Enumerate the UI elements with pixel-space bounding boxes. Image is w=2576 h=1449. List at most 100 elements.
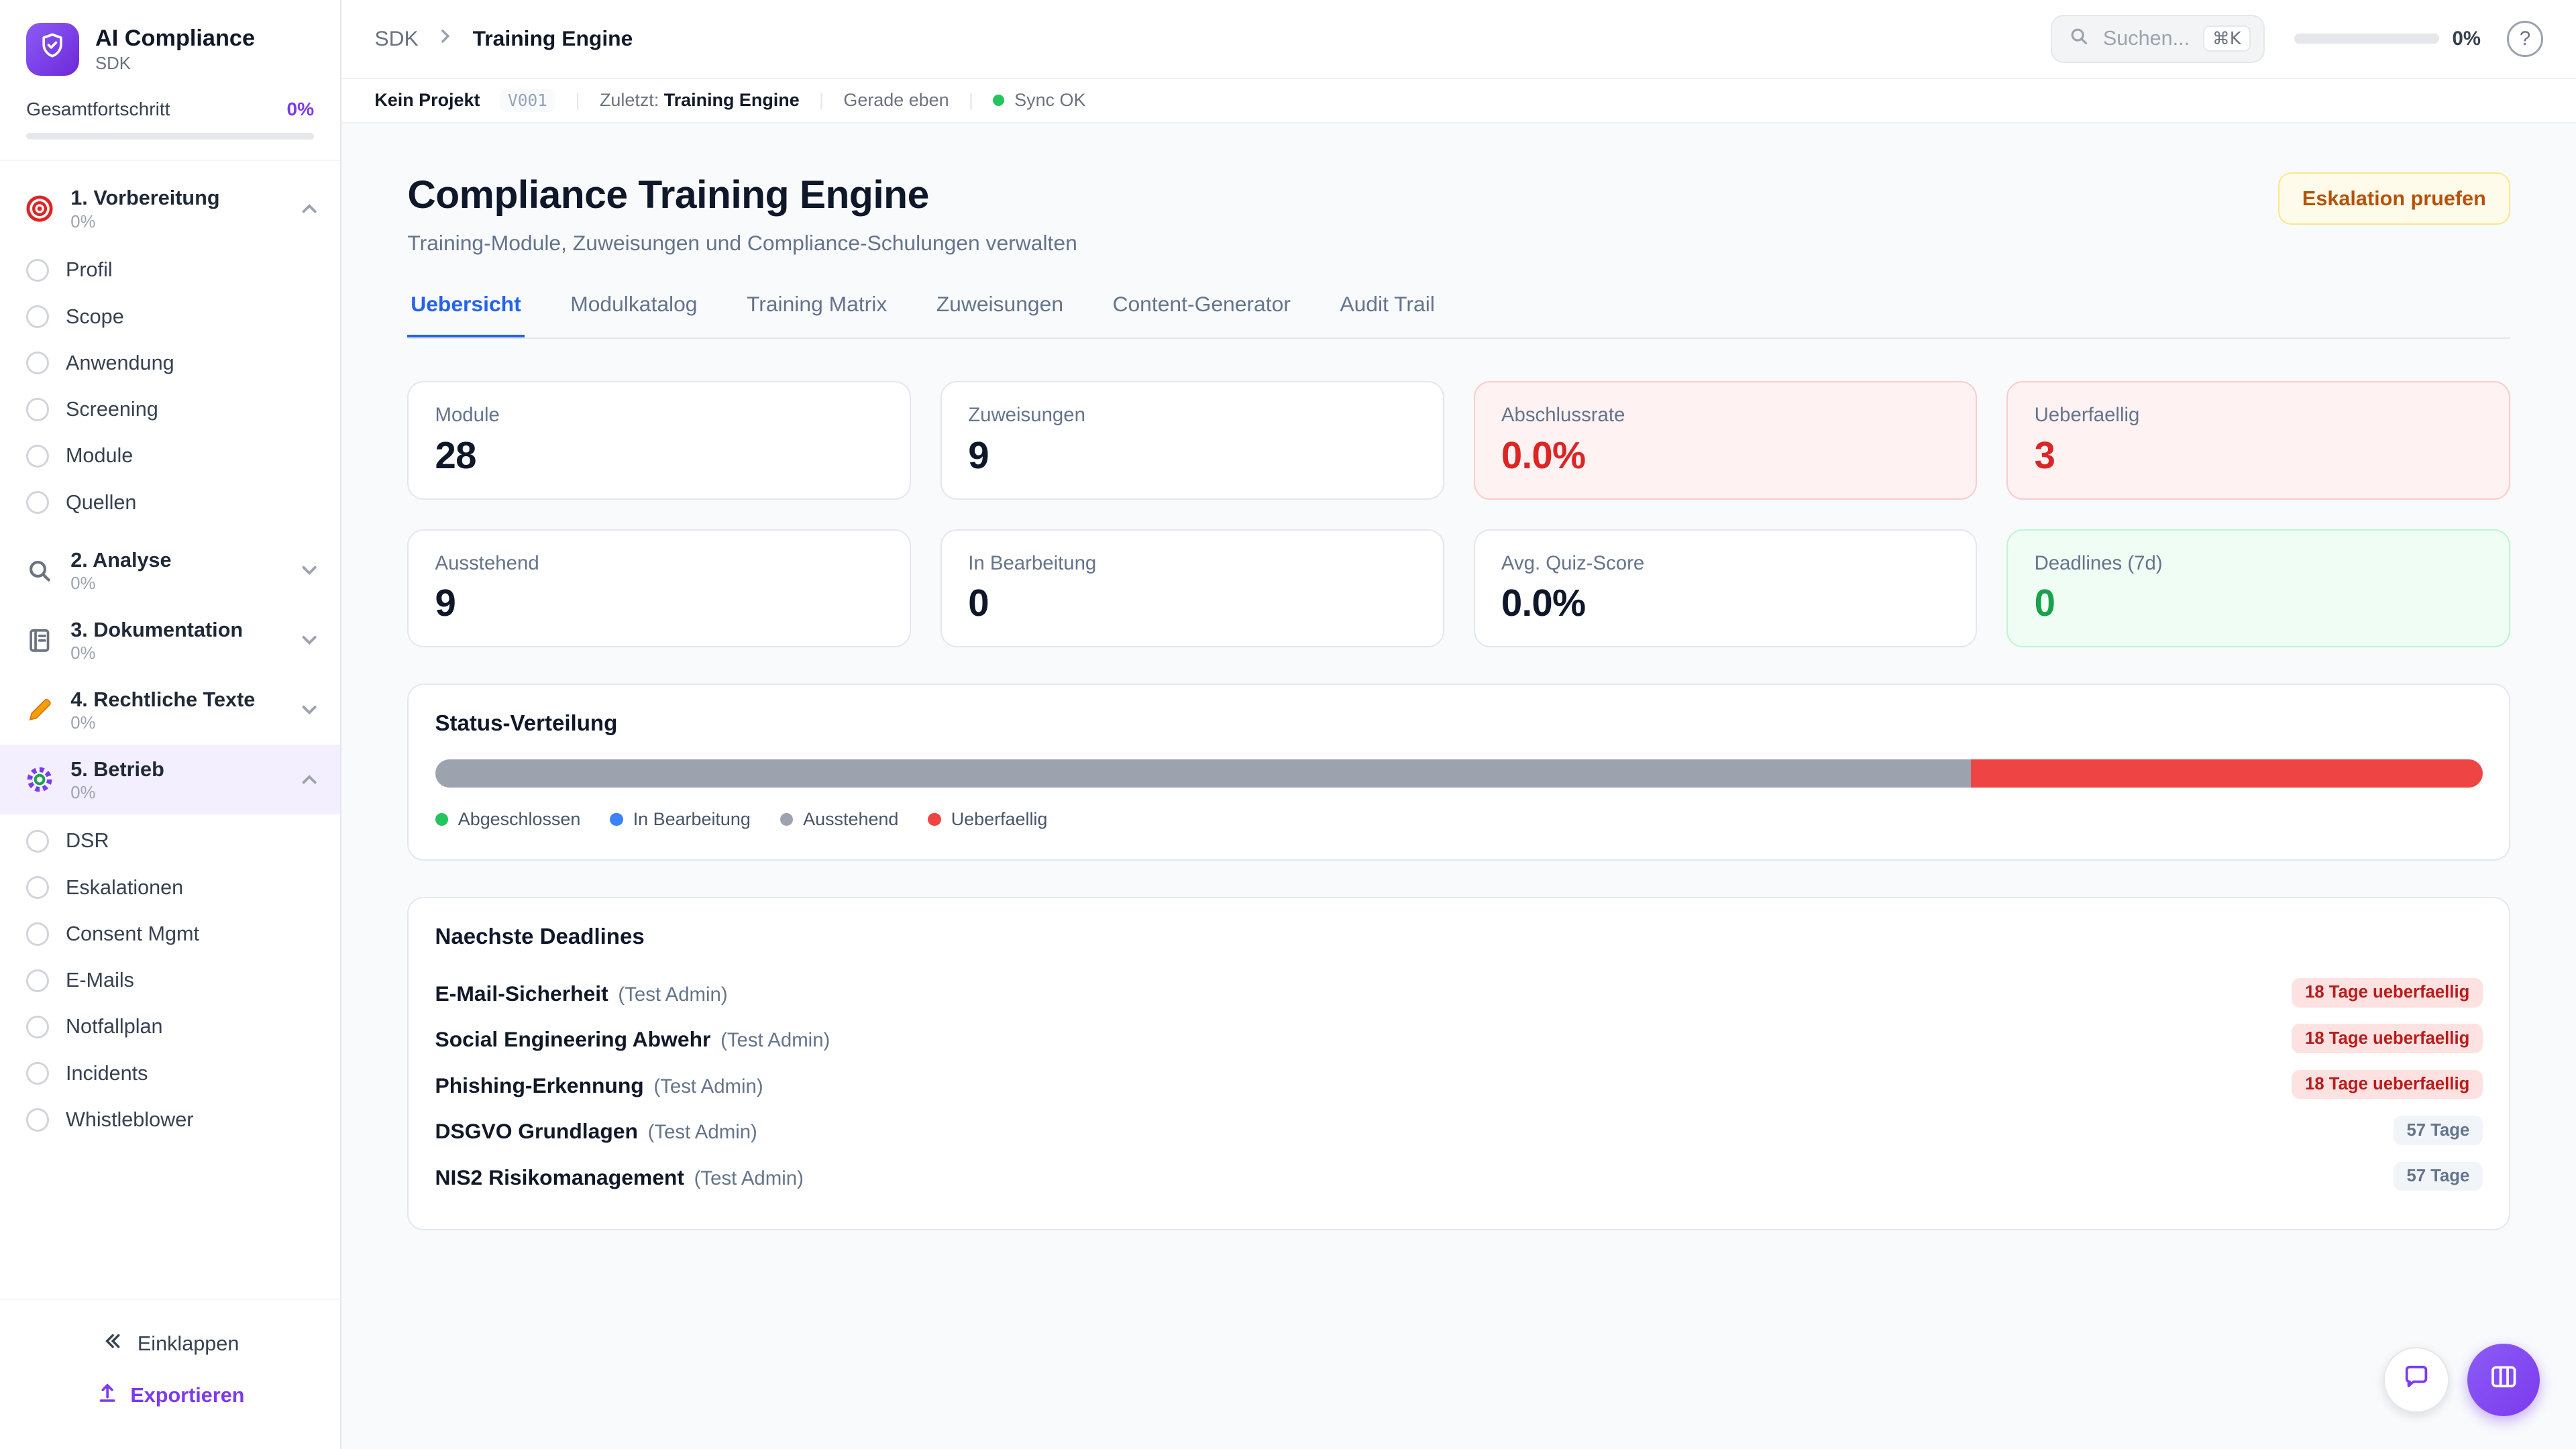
page-title: Compliance Training Engine <box>407 173 929 217</box>
deadline-badge: 18 Tage ueberfaellig <box>2292 977 2483 1008</box>
sidebar-nav: 1. Vorbereitung 0% Profil Scope Anwendun… <box>0 161 341 1299</box>
panels-button[interactable] <box>2467 1344 2540 1417</box>
overall-progress-label: Gesamtfortschritt <box>26 98 170 119</box>
breadcrumb-current: Training Engine <box>472 26 633 51</box>
page-content: Compliance Training Engine Training-Modu… <box>341 123 2576 1449</box>
sidebar-item-module[interactable]: Module <box>0 433 340 479</box>
project-name: Kein Projekt <box>374 90 480 111</box>
radio-icon <box>26 258 50 282</box>
radio-icon <box>26 1108 50 1132</box>
sidebar-item-dsr[interactable]: DSR <box>0 818 340 864</box>
breadcrumb: SDK Training Engine <box>374 24 2034 54</box>
legend-dot-abgeschlossen <box>435 812 449 826</box>
sidebar-item-profil[interactable]: Profil <box>0 247 340 293</box>
search-icon <box>2068 24 2090 54</box>
floating-buttons <box>2383 1344 2540 1417</box>
radio-icon <box>26 352 50 375</box>
chevron-down-icon <box>298 629 321 651</box>
header-progress-value: 0% <box>2452 27 2481 50</box>
radio-icon <box>26 922 50 946</box>
chevron-up-icon <box>298 197 321 220</box>
tab-zuweisungen[interactable]: Zuweisungen <box>936 291 1064 316</box>
sidebar-item-quellen[interactable]: Quellen <box>0 479 340 525</box>
sidebar-item-screening[interactable]: Screening <box>0 386 340 433</box>
page-subtitle: Training-Module, Zuweisungen und Complia… <box>407 230 1077 255</box>
last-value: Training Engine <box>663 90 800 111</box>
chat-button[interactable] <box>2383 1347 2450 1413</box>
sidebar-item-scope[interactable]: Scope <box>0 293 340 339</box>
last-label: Zuletzt: <box>599 90 659 111</box>
sidebar-item-incidents[interactable]: Incidents <box>0 1051 340 1097</box>
deadline-row: Phishing-Erkennung (Test Admin) 18 Tage u… <box>435 1061 2483 1107</box>
sync-status: Sync OK <box>1014 90 1086 111</box>
legend-dot-in-bearbeitung <box>610 812 624 826</box>
breadcrumb-root[interactable]: SDK <box>374 26 419 51</box>
radio-icon <box>26 876 50 900</box>
section-betrieb-items: DSR Eskalationen Consent Mgmt E-Mails No… <box>0 814 340 1153</box>
collapse-icon <box>101 1330 124 1358</box>
radio-icon <box>26 444 50 468</box>
sidebar-item-notfallplan[interactable]: Notfallplan <box>0 1004 340 1050</box>
tab-uebersicht[interactable]: Uebersicht <box>407 292 525 337</box>
deadline-badge: 18 Tage ueberfaellig <box>2292 1024 2483 1053</box>
shield-icon <box>38 31 67 67</box>
chevron-up-icon <box>298 768 321 791</box>
main-column: SDK Training Engine Suchen... ⌘K 0% ? Ke… <box>341 0 2576 1449</box>
deadline-badge: 57 Tage <box>2393 1161 2483 1191</box>
header-progress-bar <box>2294 34 2439 44</box>
tab-audit-trail[interactable]: Audit Trail <box>1340 291 1435 316</box>
search-input[interactable]: Suchen... ⌘K <box>2050 14 2265 63</box>
tab-training-matrix[interactable]: Training Matrix <box>746 291 888 316</box>
radio-icon <box>26 305 50 329</box>
stat-card-avg-quiz-score: Avg. Quiz-Score 0.0% <box>1473 529 1978 648</box>
stat-card-module: Module 28 <box>407 381 911 500</box>
sidebar-section-rechtliche-texte[interactable]: 4. Rechtliche Texte 0% <box>0 675 340 745</box>
legend-dot-ausstehend <box>780 812 794 826</box>
overall-progress: Gesamtfortschritt 0% <box>0 92 341 161</box>
tab-content-generator[interactable]: Content-Generator <box>1112 291 1291 316</box>
sidebar-item-emails[interactable]: E-Mails <box>0 957 340 1004</box>
help-icon[interactable]: ? <box>2507 20 2544 57</box>
sidebar-item-consent-mgmt[interactable]: Consent Mgmt <box>0 911 340 957</box>
stat-card-ueberfaellig: Ueberfaellig 3 <box>2006 381 2511 500</box>
status-distribution-title: Status-Verteilung <box>435 711 618 737</box>
chevron-right-icon <box>435 24 456 54</box>
status-bar: Kein Projekt V001 | Zuletzt: Training En… <box>341 78 2576 123</box>
tab-bar: Uebersicht Modulkatalog Training Matrix … <box>407 291 2511 339</box>
stat-card-deadlines-7d: Deadlines (7d) 0 <box>2006 529 2511 648</box>
export-button[interactable]: Exportieren <box>0 1368 340 1422</box>
next-deadlines-title: Naechste Deadlines <box>435 924 645 950</box>
chevron-down-icon <box>298 559 321 582</box>
deadline-row: DSGVO Grundlagen (Test Admin) 57 Tage <box>435 1108 2483 1153</box>
gear-icon <box>23 763 56 796</box>
sidebar-item-whistleblower[interactable]: Whistleblower <box>0 1097 340 1143</box>
logo-badge <box>26 23 79 76</box>
app-title: AI Compliance <box>95 25 256 52</box>
stat-card-ausstehend: Ausstehend 9 <box>407 529 911 648</box>
collapse-sidebar-button[interactable]: Einklappen <box>0 1320 340 1368</box>
page-header: Compliance Training Engine Training-Modu… <box>407 172 2511 256</box>
sidebar-item-eskalationen[interactable]: Eskalationen <box>0 865 340 911</box>
section-vorbereitung-items: Profil Scope Anwendung Screening Module … <box>0 244 340 535</box>
deadline-badge: 18 Tage ueberfaellig <box>2292 1069 2483 1099</box>
check-escalation-button[interactable]: Eskalation pruefen <box>2277 172 2511 225</box>
status-distribution-panel: Status-Verteilung Abgeschlossen In Bearb… <box>407 684 2511 861</box>
stat-card-abschlussrate: Abschlussrate 0.0% <box>1473 381 1978 500</box>
search-placeholder: Suchen... <box>2102 27 2190 50</box>
sidebar-item-anwendung[interactable]: Anwendung <box>0 340 340 386</box>
sidebar-section-analyse[interactable]: 2. Analyse 0% <box>0 535 340 605</box>
app-subtitle: SDK <box>95 54 131 73</box>
radio-icon <box>26 829 50 853</box>
status-legend: Abgeschlossen In Bearbeitung Ausstehend … <box>435 809 2483 830</box>
radio-icon <box>26 969 50 992</box>
radio-icon <box>26 1062 50 1085</box>
last-sync-time: Gerade eben <box>843 90 949 111</box>
sidebar-section-vorbereitung[interactable]: 1. Vorbereitung 0% <box>0 174 340 244</box>
radio-icon <box>26 490 50 515</box>
sidebar-section-dokumentation[interactable]: 3. Dokumentation 0% <box>0 605 340 675</box>
header-progress: 0% <box>2294 28 2481 50</box>
sidebar-section-betrieb[interactable]: 5. Betrieb 0% <box>0 745 341 815</box>
tab-modulkatalog[interactable]: Modulkatalog <box>570 291 698 316</box>
search-shortcut-badge: ⌘K <box>2202 25 2251 52</box>
